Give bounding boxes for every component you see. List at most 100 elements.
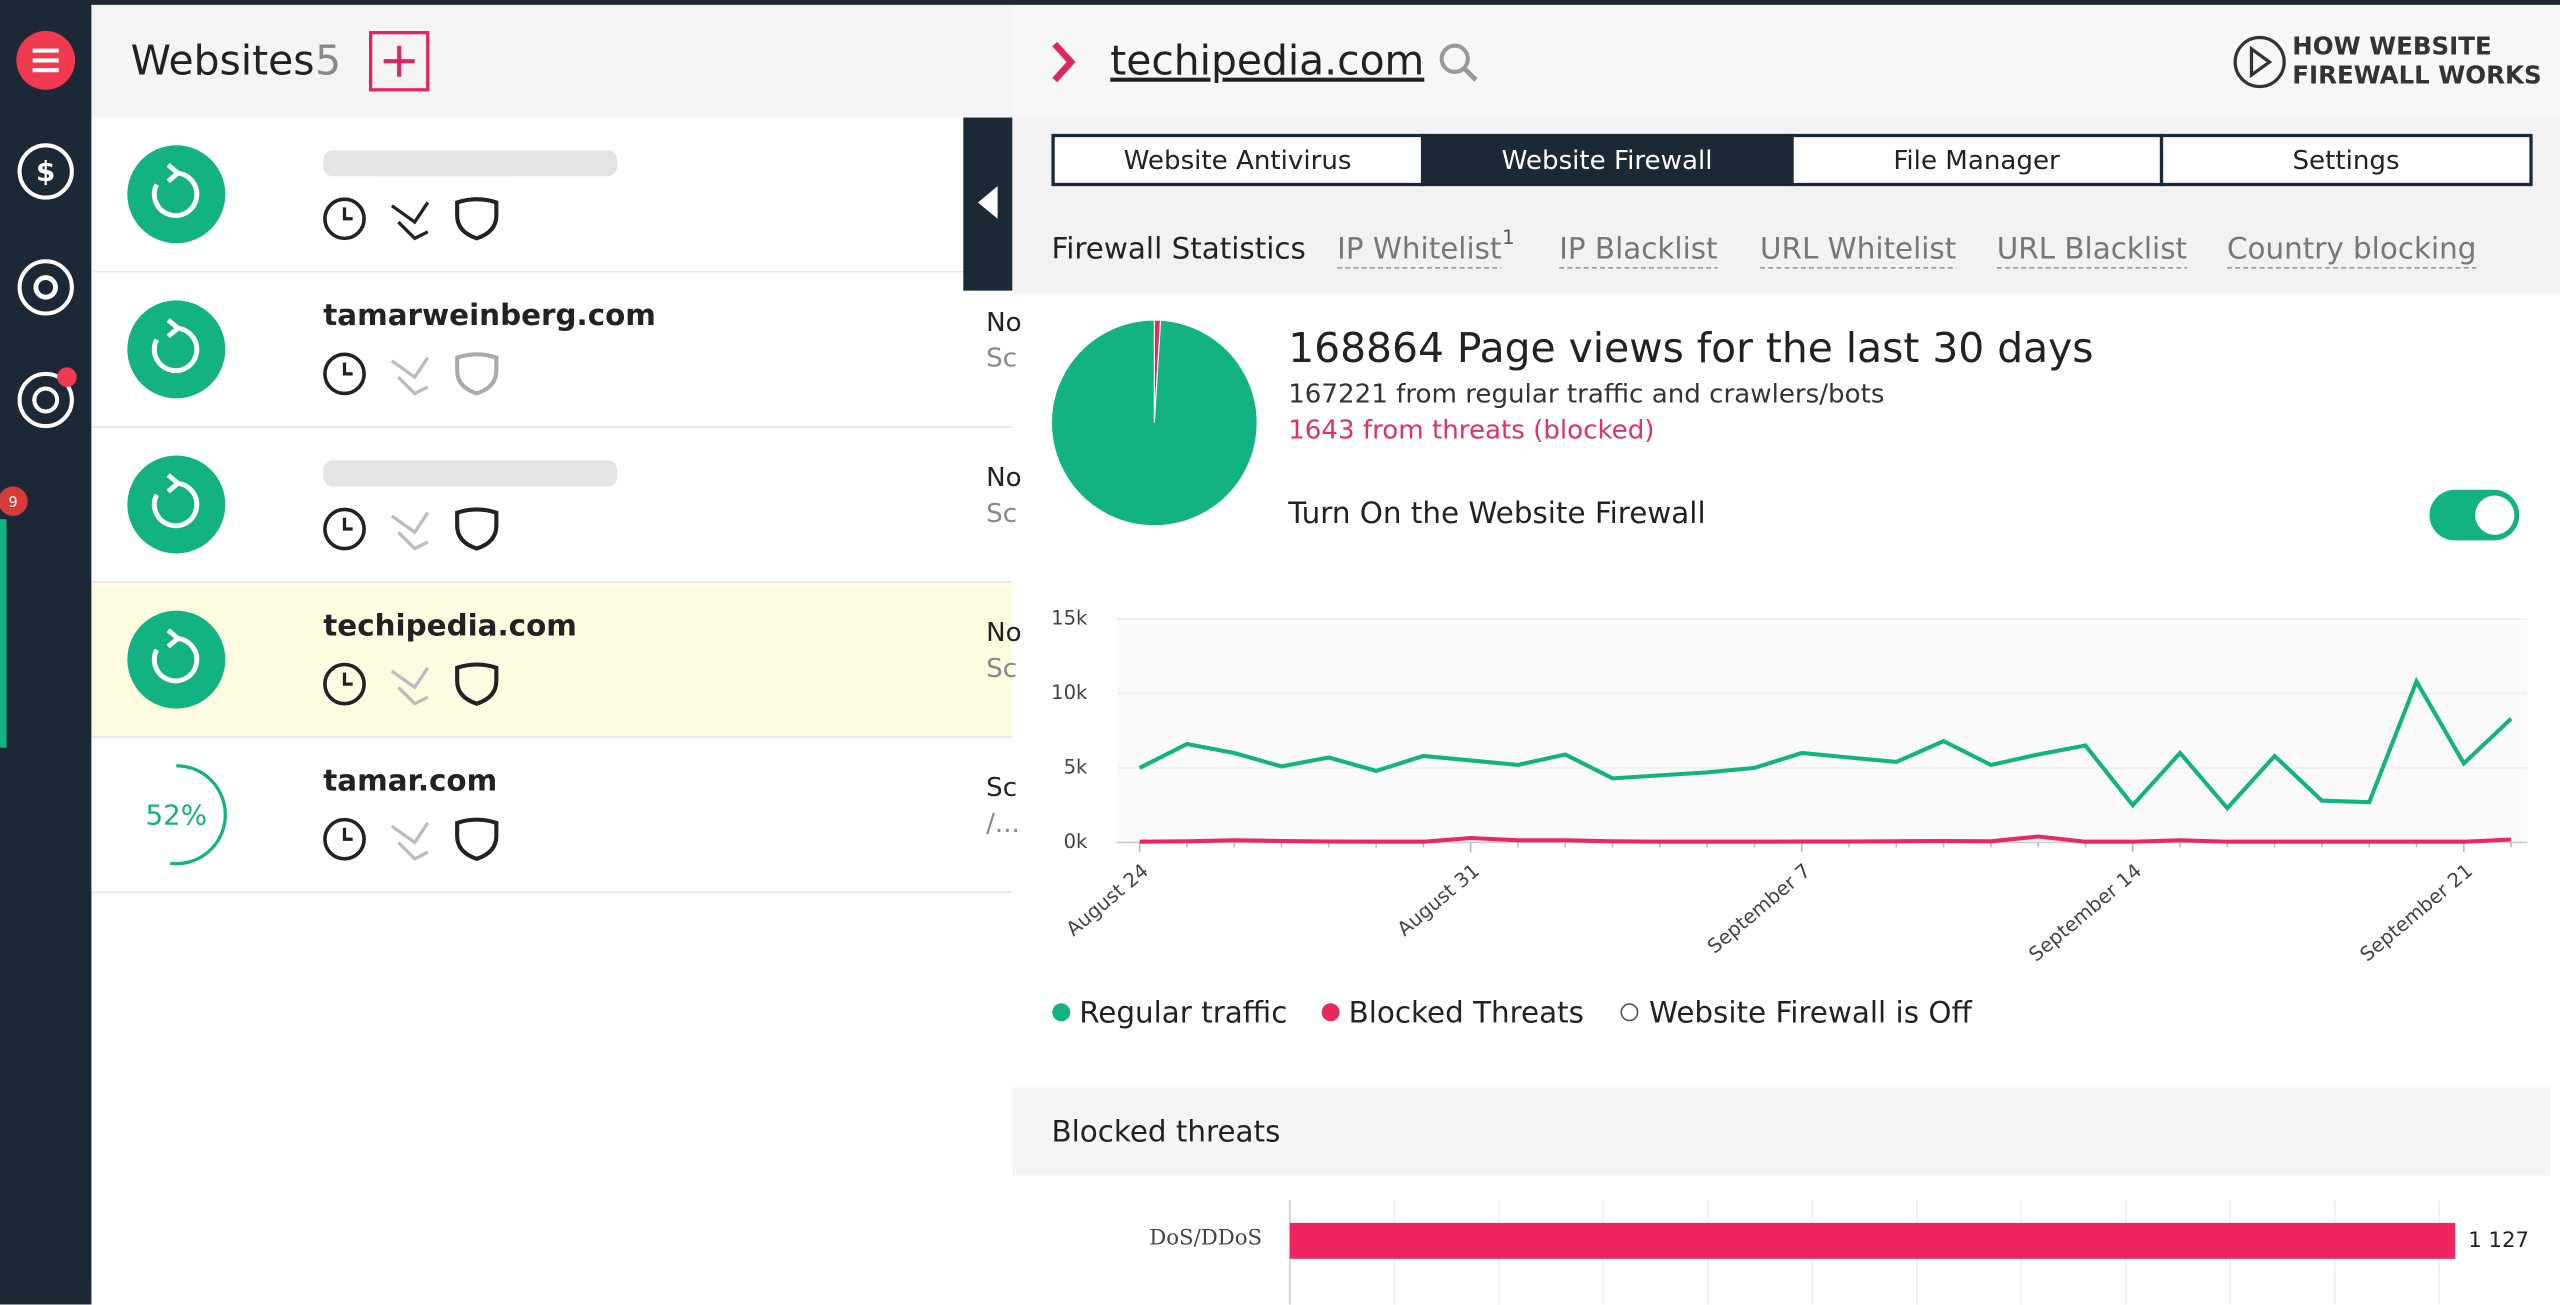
sidebar: [0, 0, 92, 1305]
refresh-icon: [151, 480, 200, 529]
website-row[interactable]: [91, 272, 1013, 428]
search-handle: [1462, 66, 1478, 82]
website-name[interactable]: tamar.com: [323, 764, 497, 798]
badge: [0, 486, 28, 516]
firewall-icon: [455, 817, 499, 861]
scan-status: [127, 145, 226, 244]
dollar-glyph: $: [36, 155, 55, 188]
website-row[interactable]: [91, 117, 1013, 273]
support-ring: [32, 386, 60, 414]
summary-title: 168864 Page views for the last 30 days: [1288, 324, 2093, 372]
schedule-hands: [342, 672, 353, 686]
firewall-icon: [455, 352, 499, 396]
list-header: [91, 4, 1013, 118]
blurred-name: [323, 150, 618, 177]
scan-status: [127, 300, 226, 399]
tab-label: Settings: [2292, 146, 2399, 176]
list-title: Websites: [131, 37, 315, 85]
play-glyph: [2249, 45, 2273, 79]
status-sub: Sc: [986, 654, 1017, 684]
subtab[interactable]: URL Whitelist: [1760, 231, 1956, 265]
status-text: No: [986, 308, 1022, 338]
settings-icon[interactable]: [17, 259, 74, 316]
progress-ring: [169, 764, 227, 866]
firewall-icon: [455, 197, 499, 241]
website-row[interactable]: [91, 427, 1013, 583]
subtab[interactable]: Firewall Statistics: [1051, 231, 1305, 265]
refresh-icon: [151, 325, 200, 373]
tab-label: Website Antivirus: [1124, 146, 1352, 176]
help-link[interactable]: FIREWALL WORKS: [2292, 61, 2541, 90]
play-icon[interactable]: [2233, 35, 2286, 89]
refresh-arrow: [166, 163, 182, 184]
side-accent: [0, 519, 7, 748]
scan-status: [127, 455, 226, 554]
y-tick-label: 5k: [1064, 755, 1088, 778]
section-title: Blocked threats: [1051, 1115, 1280, 1149]
website-name[interactable]: tamarweinberg.com: [323, 298, 656, 332]
toggle-knob: [2475, 495, 2515, 535]
tab[interactable]: [1420, 133, 1794, 187]
website-row[interactable]: [91, 582, 1013, 738]
schedule-icon: [323, 662, 366, 706]
subtab[interactable]: IP Blacklist: [1559, 231, 1717, 265]
top-strip: [0, 0, 2560, 5]
add-button[interactable]: [368, 31, 430, 92]
legend-swatch: [1620, 1003, 1639, 1022]
refresh-icon: [151, 170, 200, 218]
legend-label: Website Firewall is Off: [1649, 995, 1972, 1029]
schedule-icon: [323, 817, 366, 861]
detail-header: [1012, 4, 2560, 118]
legend-label: Blocked Threats: [1349, 995, 1584, 1029]
schedule-hands: [342, 362, 353, 376]
cleanup-icon: [390, 666, 430, 706]
legend-swatch: [1052, 1003, 1071, 1022]
add-icon: [383, 45, 415, 77]
cleanup-icon: [390, 821, 430, 861]
firewall-icon: [455, 662, 499, 706]
status-text: No: [986, 618, 1022, 648]
schedule-hands: [342, 207, 353, 221]
site-title[interactable]: techipedia.com: [1110, 37, 1424, 85]
schedule-icon: [323, 507, 366, 551]
section-header: [1012, 1087, 2551, 1176]
tab[interactable]: [2159, 133, 2533, 187]
legend-swatch: [1321, 1003, 1340, 1022]
series-line: [1138, 676, 2513, 812]
summary-regular: 167221 from regular traffic and crawlers…: [1288, 380, 1884, 410]
website-name[interactable]: techipedia.com: [323, 608, 577, 642]
status-text: Sc: [986, 773, 1017, 803]
search-icon[interactable]: [1439, 43, 1470, 74]
help-link[interactable]: HOW WEBSITE: [2292, 31, 2491, 60]
y-tick-label: 15k: [1051, 606, 1088, 629]
tab[interactable]: [1790, 133, 2164, 187]
toggle-label: Turn On the Website Firewall: [1287, 496, 1705, 530]
pie-slice: [1050, 319, 1258, 527]
subtab[interactable]: URL Blacklist: [1997, 231, 2187, 265]
refresh-arrow: [166, 628, 182, 649]
subtab[interactable]: Country blocking: [2227, 231, 2476, 265]
billing-icon[interactable]: [17, 143, 74, 200]
badge-count: 9: [8, 494, 17, 511]
cleanup-icon: [390, 201, 430, 241]
bar: [1289, 1222, 2456, 1259]
series-line: [1139, 834, 2512, 844]
tab-label: Website Firewall: [1502, 146, 1713, 176]
chevron: [1052, 41, 1076, 83]
status-sub: /...: [986, 809, 1020, 839]
website-row[interactable]: [91, 737, 1013, 894]
firewall-icon: [455, 507, 499, 551]
tab[interactable]: [1051, 133, 1425, 187]
list-count: 5: [315, 37, 341, 85]
support-icon[interactable]: [17, 371, 74, 429]
subtab[interactable]: IP Whitelist: [1337, 231, 1501, 265]
refresh-arrow: [166, 318, 182, 339]
settings-gear: [33, 275, 58, 300]
schedule-hands: [342, 827, 353, 841]
schedule-hands: [342, 517, 353, 531]
scan-status: [127, 610, 226, 709]
refresh-arrow: [166, 473, 182, 494]
cleanup-icon: [390, 356, 430, 396]
menu-icon: [32, 48, 59, 73]
